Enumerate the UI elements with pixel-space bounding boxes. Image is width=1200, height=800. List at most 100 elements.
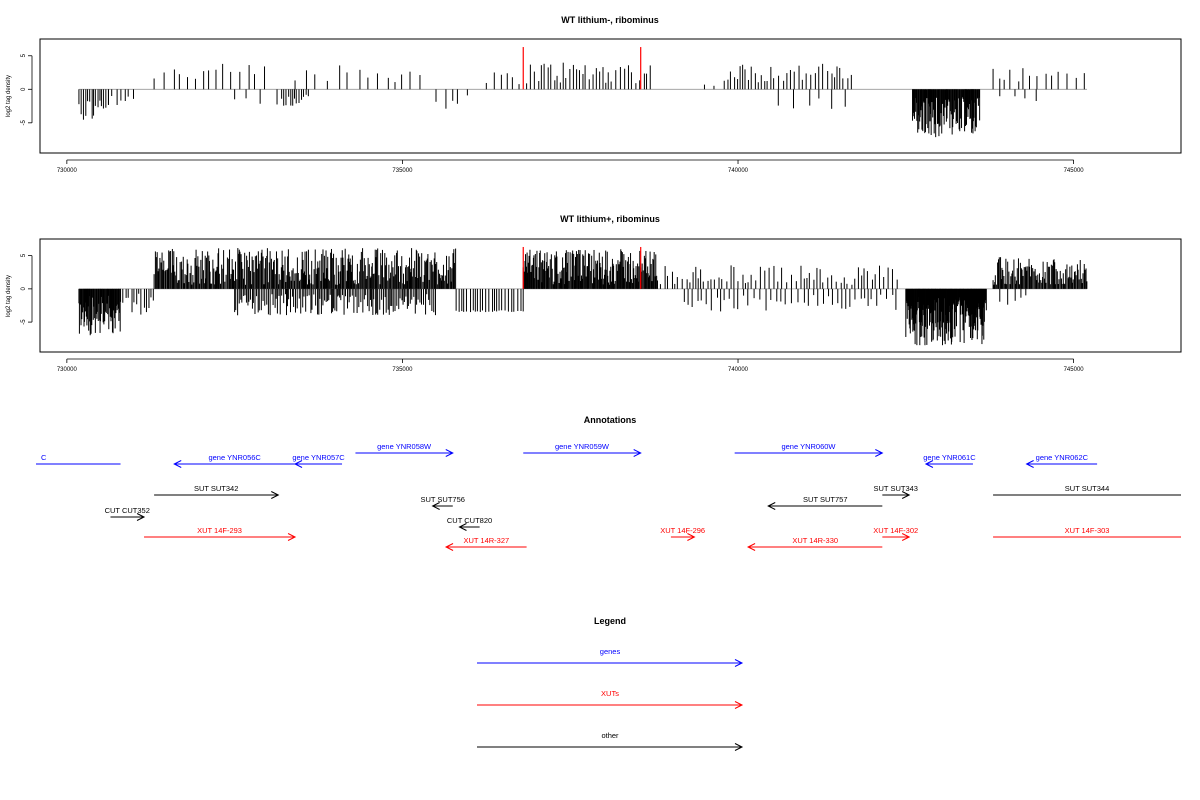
annotation-label: C <box>41 453 47 462</box>
legend-label: genes <box>600 647 621 656</box>
x-tick-label: 740000 <box>728 168 749 174</box>
legend-items: genes XUTs other <box>477 647 744 751</box>
annotation-label: SUT SUT342 <box>194 484 238 493</box>
arrow-head <box>445 449 454 457</box>
annotation-feature: C <box>36 453 121 465</box>
x-tick-label: 740000 <box>728 367 749 373</box>
arrow-head <box>444 543 454 551</box>
bar-series <box>78 62 1088 138</box>
annotation-feature: SUT SUT344 <box>993 484 1181 496</box>
annotation-label: gene YNR057C <box>292 453 345 462</box>
annotation-feature: SUT SUT343 <box>874 484 918 499</box>
annotation-label: gene YNR060W <box>781 442 836 451</box>
annotation-label: CUT CUT820 <box>447 516 492 525</box>
annotation-feature: SUT SUT756 <box>420 495 465 510</box>
annotation-label: XUT 14F-296 <box>660 526 705 535</box>
annotation-feature: gene YNR057C <box>292 453 345 468</box>
annotation-feature: gene YNR056C <box>173 453 296 468</box>
arrow-head <box>901 491 911 499</box>
plot-frame <box>39 38 1182 154</box>
legend-entry: genes <box>477 647 744 667</box>
arrow-head <box>767 502 776 510</box>
arrow-head <box>173 460 182 468</box>
annotation-feature: SUT SUT342 <box>154 484 280 499</box>
arrow-head <box>458 523 467 531</box>
annotation-label: XUT 14R-327 <box>463 536 509 545</box>
arrow-head <box>734 701 744 709</box>
arrow-head <box>287 533 297 541</box>
legend-entry: XUTs <box>477 689 744 709</box>
annotation-label: XUT 14R-330 <box>792 536 838 545</box>
annotation-label: gene YNR056C <box>208 453 261 462</box>
legend-label: XUTs <box>601 689 619 698</box>
annotation-feature: SUT SUT757 <box>767 495 883 510</box>
track-title: WT lithium-, ribominus <box>561 15 659 25</box>
y-tick-label: 5 <box>21 253 27 257</box>
annotation-label: XUT 14F-303 <box>1065 526 1110 535</box>
annotation-feature: XUT 14R-330 <box>746 536 883 551</box>
annotation-label: SUT SUT344 <box>1065 484 1109 493</box>
x-tick-label: 730000 <box>57 367 78 373</box>
annotation-label: gene YNR058W <box>377 442 432 451</box>
annotation-feature: XUT 14F-303 <box>993 526 1181 538</box>
y-axis-label: log2 tag density <box>6 275 12 317</box>
x-tick-label: 730000 <box>57 168 78 174</box>
annotation-feature: XUT 14F-293 <box>144 526 297 541</box>
annotation-label: CUT CUT352 <box>105 506 150 515</box>
marker-lines <box>522 47 642 90</box>
x-tick-label: 735000 <box>392 367 413 373</box>
annotation-label: XUT 14F-302 <box>873 526 918 535</box>
annotation-label: gene YNR061C <box>923 453 976 462</box>
arrow-head <box>687 533 696 541</box>
annotation-feature: CUT CUT352 <box>105 506 150 521</box>
arrow-head <box>271 491 280 499</box>
x-axis: 730000 735000 740000 745000 <box>57 358 1085 373</box>
arrow-head <box>901 533 911 541</box>
legend-title: Legend <box>594 616 626 626</box>
annotation-feature: XUT 14F-302 <box>873 526 918 541</box>
annotation-feature: CUT CUT820 <box>447 516 492 531</box>
y-tick-label: -5 <box>21 119 27 125</box>
bar-series <box>78 248 1088 346</box>
annotation-label: gene YNR059W <box>555 442 610 451</box>
annotation-feature: gene YNR061C <box>923 453 976 468</box>
arrow-head <box>924 460 934 468</box>
annotation-feature: gene YNR059W <box>523 442 642 457</box>
arrow-head <box>734 743 744 751</box>
annotations-title: Annotations <box>584 415 637 425</box>
track-title: WT lithium+, ribominus <box>560 214 660 224</box>
annotation-feature: XUT 14F-296 <box>660 526 705 541</box>
track-lithium-plus: WT lithium+, ribominus log2 tag density … <box>6 214 1182 373</box>
x-axis: 730000 735000 740000 745000 <box>57 159 1085 174</box>
annotation-label: SUT SUT343 <box>874 484 918 493</box>
annotation-feature: gene YNR062C <box>1025 453 1098 468</box>
arrow-head <box>746 543 756 551</box>
x-tick-label: 745000 <box>1064 367 1085 373</box>
y-tick-label: -5 <box>21 319 27 325</box>
arrow-head <box>431 502 440 510</box>
arrow-head <box>136 513 146 521</box>
annotation-feature: gene YNR058W <box>355 442 454 457</box>
annotation-label: gene YNR062C <box>1036 453 1089 462</box>
annotation-feature: gene YNR060W <box>734 442 884 457</box>
x-tick-label: 735000 <box>392 168 413 174</box>
x-tick-label: 745000 <box>1064 168 1085 174</box>
legend-entry: other <box>477 731 744 751</box>
y-tick-label: 0 <box>21 87 27 91</box>
annotation-feature: XUT 14R-327 <box>444 536 527 551</box>
annotation-label: XUT 14F-293 <box>197 526 242 535</box>
y-axis: -5 0 5 <box>21 53 33 125</box>
plot-frame <box>39 238 1182 353</box>
legend-label: other <box>601 731 619 740</box>
y-axis: -5 0 5 <box>21 253 33 325</box>
arrow-head <box>875 449 884 457</box>
y-tick-label: 0 <box>21 287 27 291</box>
arrow-head <box>633 449 642 457</box>
arrow-head <box>734 659 744 667</box>
track-lithium-minus: WT lithium-, ribominus log2 tag density … <box>6 15 1182 174</box>
y-axis-label: log2 tag density <box>6 75 12 117</box>
marker-lines <box>522 246 642 289</box>
